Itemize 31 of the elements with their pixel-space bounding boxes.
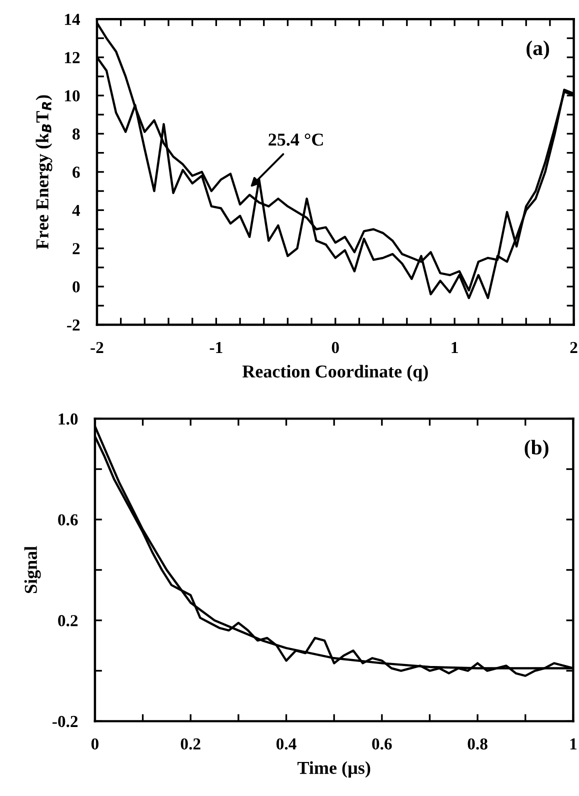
x-tick-label: 0.4 xyxy=(276,738,296,750)
y-tick-label: 6 xyxy=(72,166,80,178)
x-axis-title: Time (µs) xyxy=(297,761,370,778)
y-tick-label: 12 xyxy=(64,52,80,64)
x-tick-label: 0 xyxy=(332,342,339,354)
x-tick-label: 0 xyxy=(91,738,98,750)
x-tick-label: 0.8 xyxy=(468,738,488,750)
x-axis-title: Reaction Coordinate (q) xyxy=(242,364,428,382)
annotation: (a) xyxy=(526,40,550,60)
y-tick-label: -0.2 xyxy=(52,716,78,728)
x-tick-label: 1 xyxy=(570,738,577,750)
annotation: (b) xyxy=(524,440,548,459)
x-tick-label: 0.2 xyxy=(180,738,200,750)
y-tick-label: 0.2 xyxy=(58,615,78,626)
y-tick-label: 10 xyxy=(64,90,80,102)
annotation: 25.4 °C xyxy=(268,134,323,146)
y-tick-label: 8 xyxy=(72,128,80,140)
y-tick-label: 0 xyxy=(72,281,80,293)
y-tick-label: 1.0 xyxy=(58,413,78,425)
x-tick-label: 2 xyxy=(570,342,578,353)
y-tick-label: 0.6 xyxy=(58,514,78,526)
x-tick-label: 1 xyxy=(452,342,458,353)
y-axis-title: Signal xyxy=(24,546,41,594)
y-tick-label: 2 xyxy=(72,243,80,254)
x-tick-label: -2 xyxy=(90,342,104,353)
x-tick-label: 0.6 xyxy=(372,738,392,750)
y-tick-label: 14 xyxy=(64,14,80,25)
y-tick-label: 4 xyxy=(72,204,80,216)
y-axis-title: Free Energy (k$_{B}$T$_{R}$) xyxy=(36,95,52,250)
y-tick-label: -2 xyxy=(67,320,80,331)
x-tick-label: -1 xyxy=(210,342,222,353)
